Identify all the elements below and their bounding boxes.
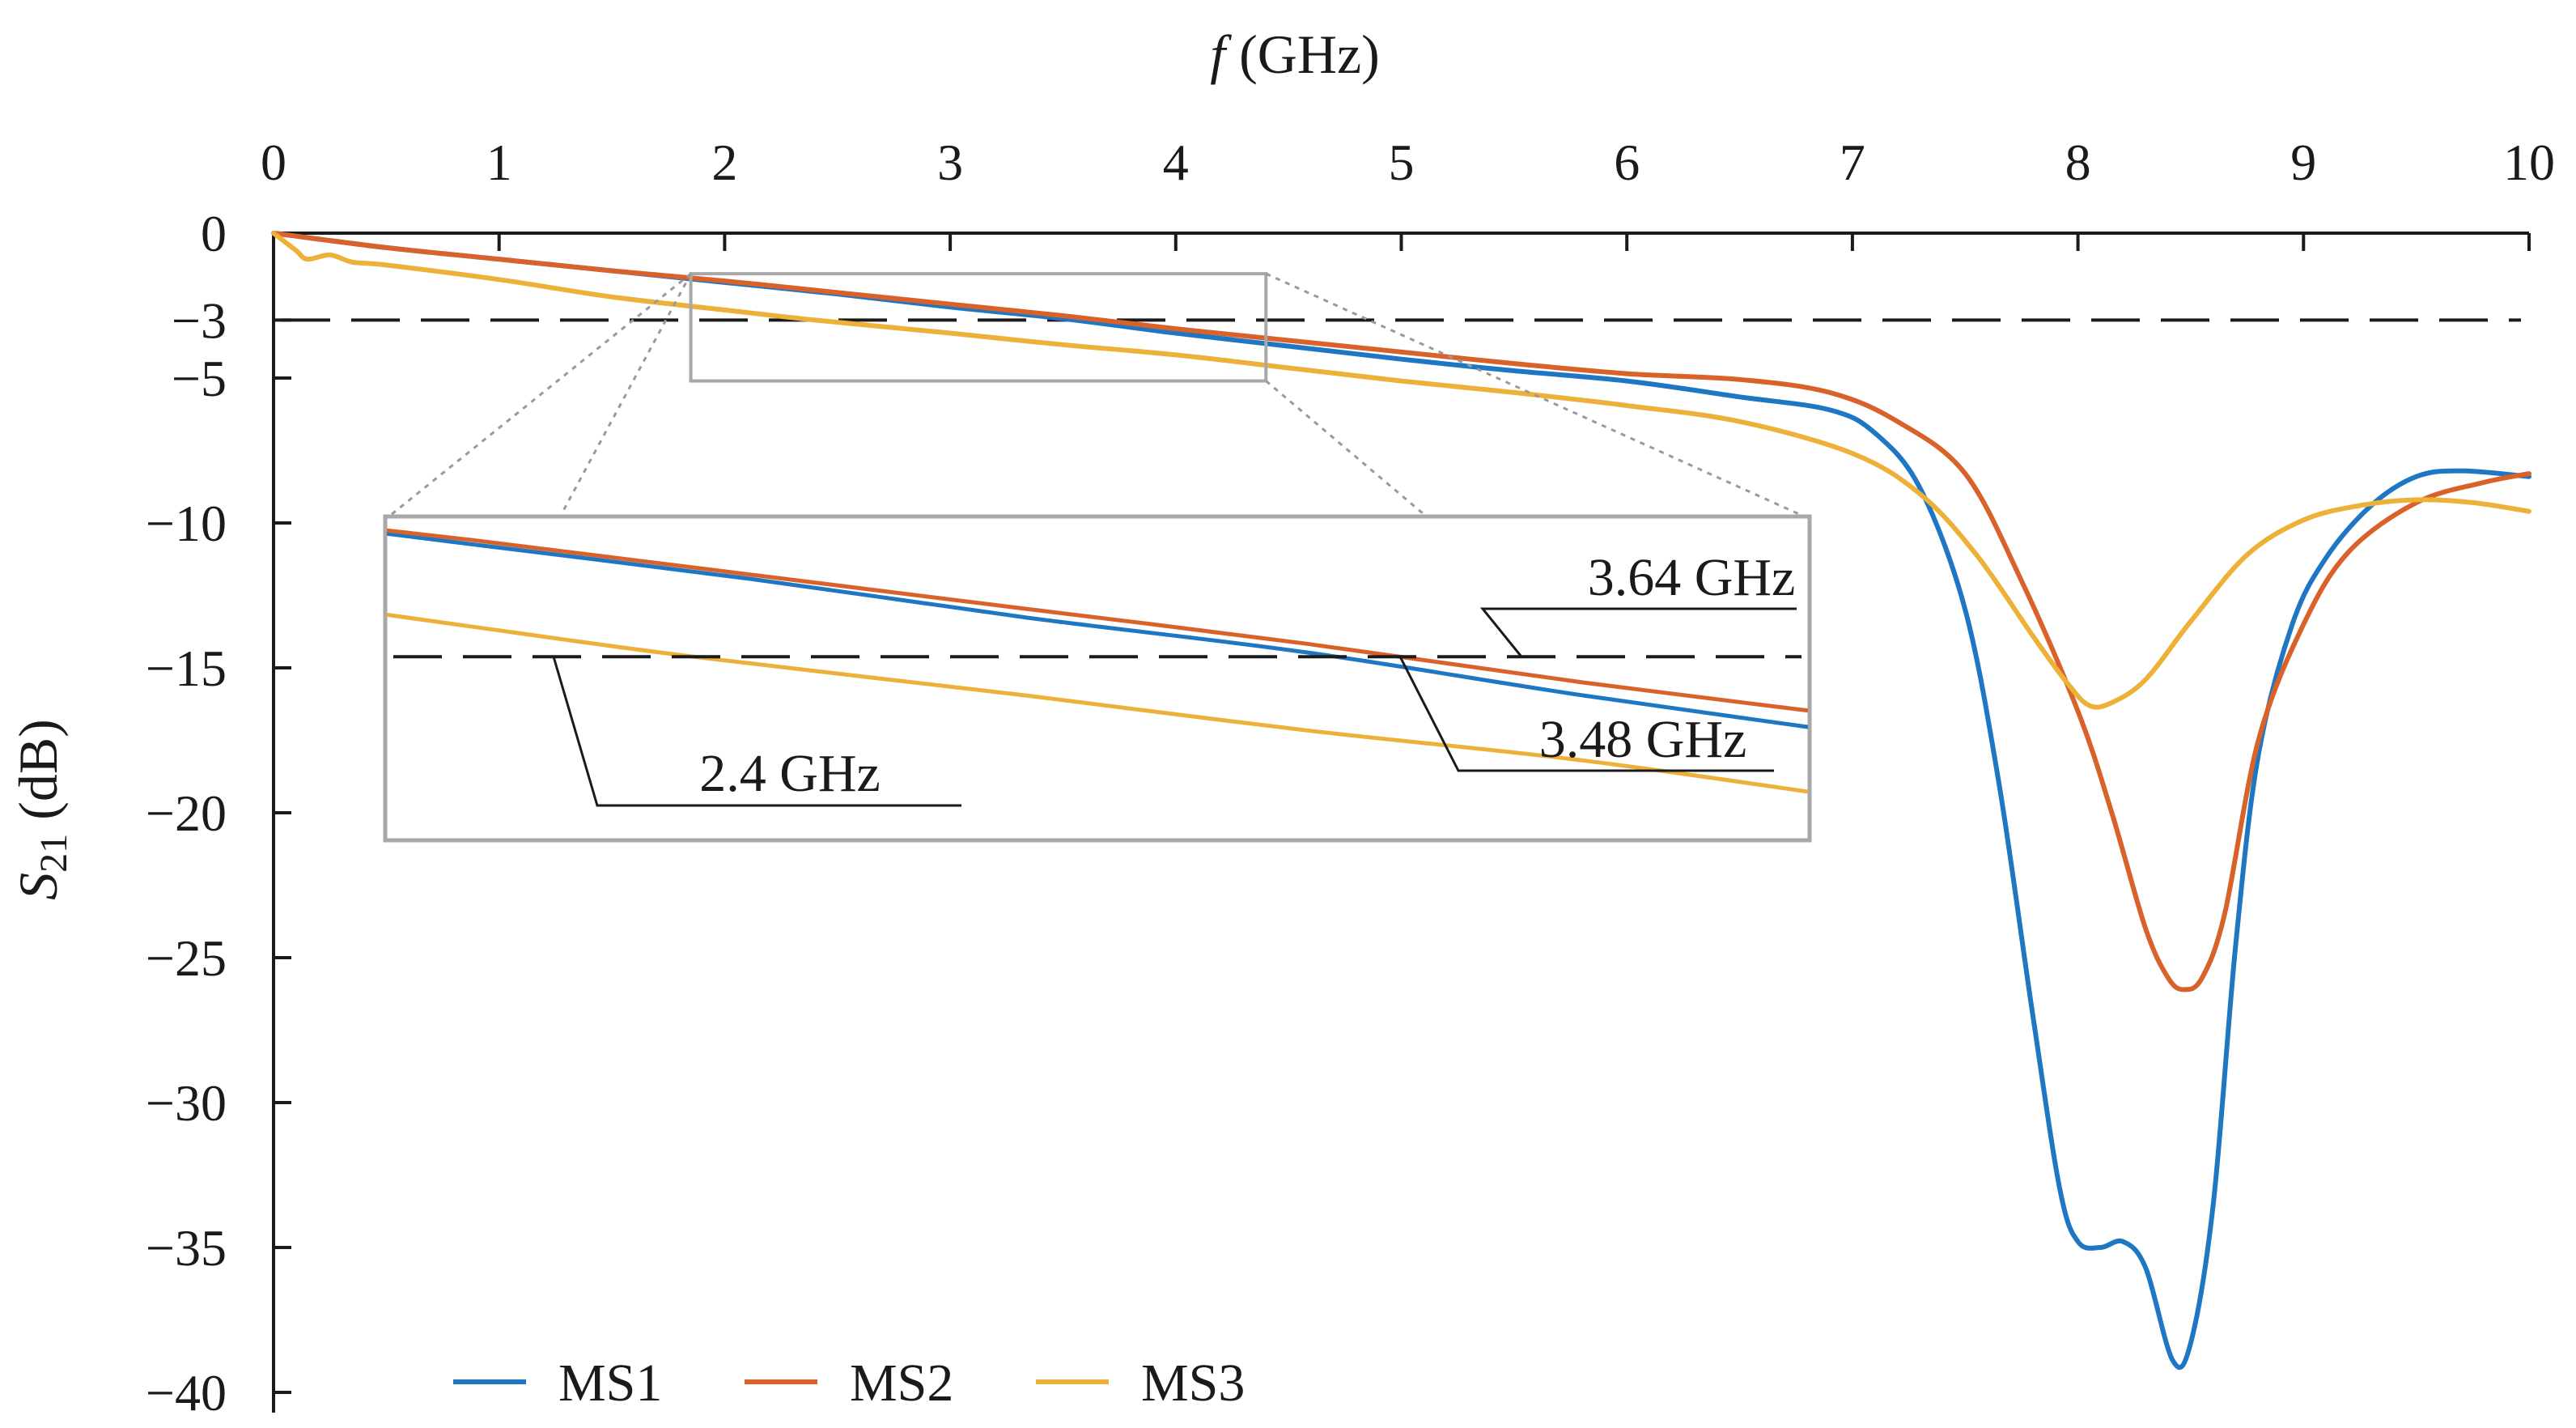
y-axis-title-sub: 21 bbox=[32, 834, 75, 873]
y-tick-label: −15 bbox=[146, 640, 227, 697]
y-tick-label: −5 bbox=[172, 350, 227, 407]
y-tick-label: −10 bbox=[146, 495, 227, 552]
legend: MS1 MS2 MS3 bbox=[453, 1354, 1245, 1413]
annotation-leader-ms3 bbox=[552, 656, 961, 807]
y-tick-label: 0 bbox=[201, 205, 227, 262]
x-axis-title-unit: (GHz) bbox=[1225, 23, 1380, 85]
x-tick-label: 1 bbox=[486, 134, 512, 191]
y-tick-label: −40 bbox=[146, 1364, 227, 1422]
y-tick-label: −35 bbox=[146, 1219, 227, 1277]
legend-label-ms2: MS2 bbox=[850, 1354, 953, 1413]
x-tick-label: 3 bbox=[937, 134, 963, 191]
x-tick-label: 6 bbox=[1614, 134, 1640, 191]
legend-label-ms3: MS3 bbox=[1141, 1354, 1245, 1413]
y-tick-label: −25 bbox=[146, 929, 227, 987]
y-ticks: 0 −3−5 −10 −15 −20 −25 −30 −35 −40 bbox=[146, 205, 291, 1422]
y-axis-title-var: S bbox=[7, 873, 69, 900]
y-tick-label: −3 bbox=[172, 291, 227, 349]
inset-frame bbox=[383, 514, 1812, 843]
x-tick-label: 4 bbox=[1163, 134, 1189, 191]
x-tick-label: 5 bbox=[1389, 134, 1415, 191]
inset-annotations: 3.64 GHz 3.48 GHz 2.4 GHz bbox=[552, 548, 1797, 807]
series-line-ms3 bbox=[271, 231, 2531, 710]
annotation-leader-ms1 bbox=[1479, 607, 1797, 658]
zoom-connector-right-top bbox=[1265, 272, 1809, 520]
y-axis-title-unit: (dB) bbox=[7, 719, 69, 834]
x-tick-label: 7 bbox=[1840, 134, 1865, 191]
annotation-label-ms3: 2.4 GHz bbox=[699, 744, 881, 803]
zoom-connector-left-bottom bbox=[385, 273, 692, 839]
y-axis-title: S21 (dB) bbox=[7, 719, 75, 900]
x-tick-label: 2 bbox=[711, 134, 737, 191]
x-tick-label: 10 bbox=[2503, 134, 2555, 191]
y-tick-label: −20 bbox=[146, 784, 227, 842]
annotation-leader-ms2 bbox=[1398, 656, 1774, 772]
zoom-box bbox=[689, 272, 1268, 383]
x-ticks: 0 1 2 3 4 5 6 7 8 9 10 bbox=[261, 134, 2555, 251]
annotation-label-ms2: 3.48 GHz bbox=[1539, 710, 1747, 769]
x-tick-label: 8 bbox=[2065, 134, 2091, 191]
annotation-label-ms1: 3.64 GHz bbox=[1588, 548, 1796, 607]
inset-zoom: 3.64 GHz 3.48 GHz 2.4 GHz bbox=[383, 514, 1812, 843]
inset-series-line-ms3 bbox=[387, 612, 1808, 794]
x-tick-label: 9 bbox=[2290, 134, 2316, 191]
series-line-ms1 bbox=[271, 231, 2531, 1371]
x-axis-title: f (GHz) bbox=[1210, 23, 1380, 85]
series-line-ms2 bbox=[271, 231, 2531, 992]
x-tick-label: 0 bbox=[261, 134, 286, 191]
curves bbox=[271, 231, 2531, 1371]
legend-label-ms1: MS1 bbox=[558, 1354, 662, 1413]
inset-curves bbox=[387, 528, 1808, 794]
zoom-connector-left-top bbox=[386, 272, 692, 520]
y-tick-label: −30 bbox=[146, 1074, 227, 1132]
inset-series-line-ms2 bbox=[387, 528, 1808, 713]
inset-series-line-ms1 bbox=[387, 531, 1808, 729]
